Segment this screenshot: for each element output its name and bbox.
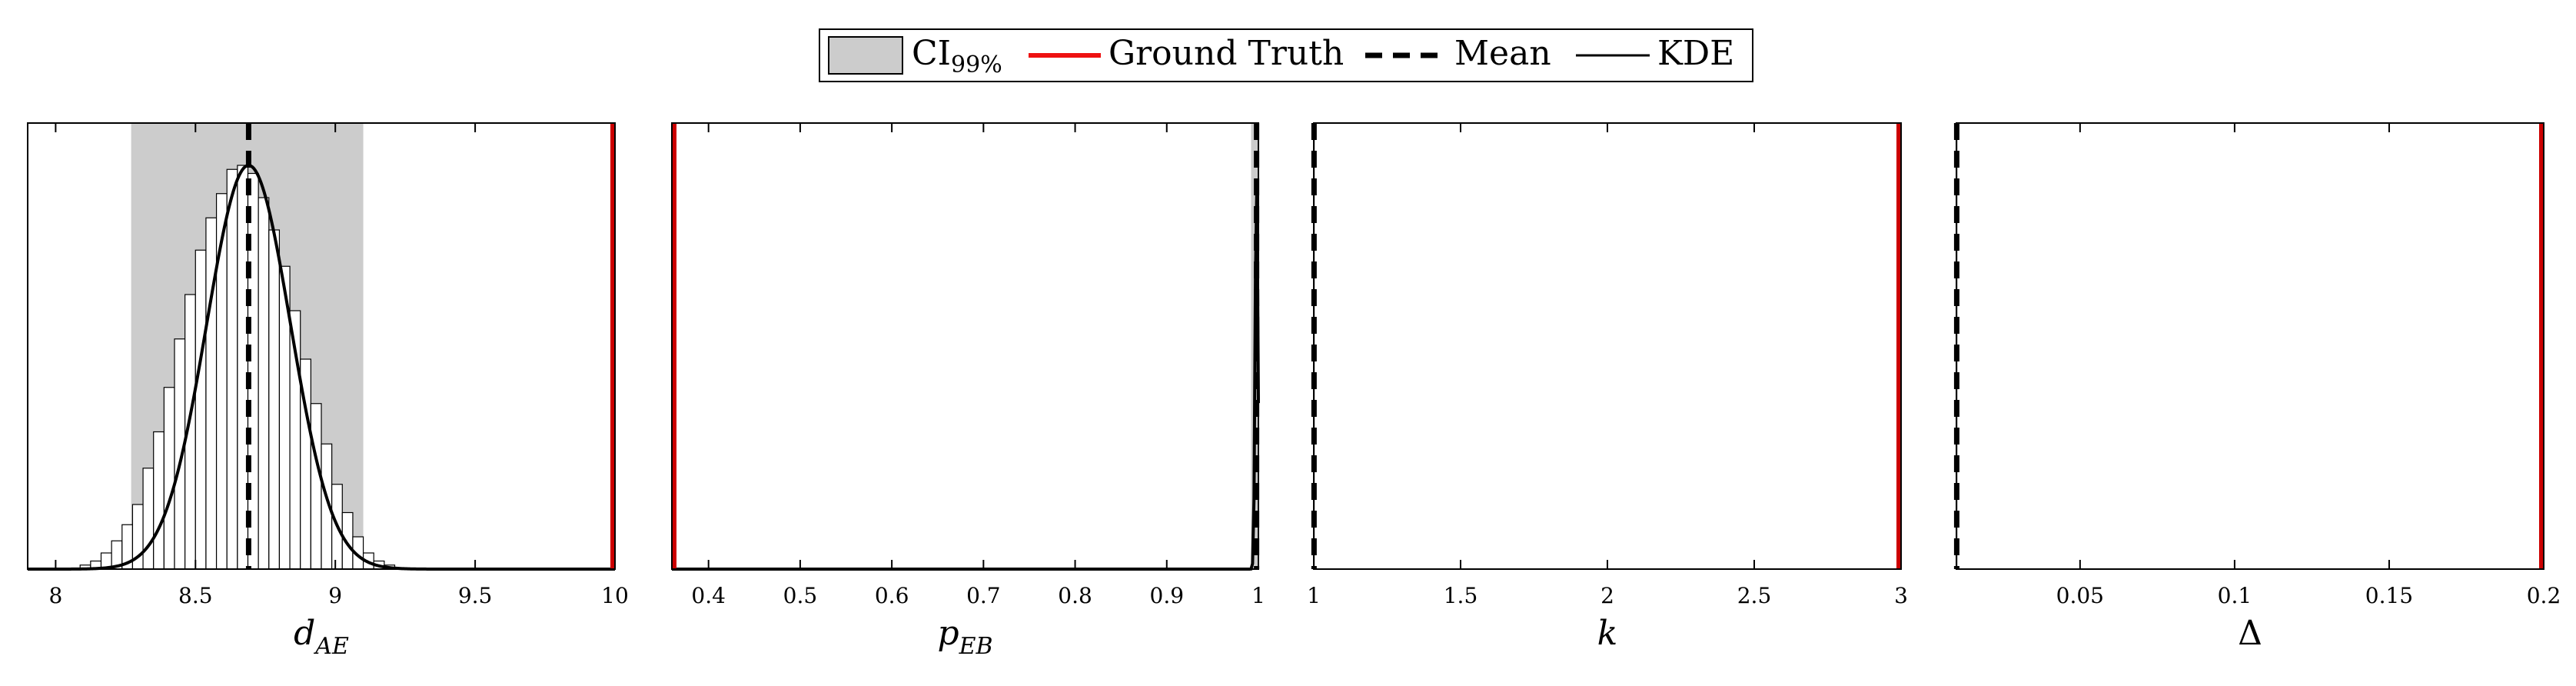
axes-box-k xyxy=(1313,122,1902,570)
x-tick-label: 0.7 xyxy=(966,583,1001,608)
axes-box-d-ae xyxy=(27,122,616,570)
x-tick-label: 0.15 xyxy=(2365,583,2413,608)
hist-bar xyxy=(142,468,155,570)
x-tick-label: 0.5 xyxy=(783,583,818,608)
x-axis-label-p-eb: pEB xyxy=(937,614,992,660)
x-axis-label-k: k xyxy=(1597,614,1618,653)
hist-bar xyxy=(163,387,175,570)
x-tick-label: 0.6 xyxy=(875,583,909,608)
x-tick-label: 9 xyxy=(328,583,342,608)
x-axis-label-delta: Δ xyxy=(2238,614,2262,653)
x-tick-label: 10 xyxy=(601,583,629,608)
legend: CI99% Ground Truth Mean KDE xyxy=(819,28,1753,82)
x-tick-label: 1 xyxy=(1251,583,1265,608)
hist-bar xyxy=(215,193,228,570)
x-tick-label: 2 xyxy=(1600,583,1614,608)
x-tick-label: 2.5 xyxy=(1737,583,1772,608)
axes-box-delta xyxy=(1956,122,2544,570)
panel-p-eb: 0.4 0.5 0.6 0.7 0.8 0.9 1 pEB xyxy=(671,122,1265,660)
hist-bar xyxy=(247,172,259,570)
x-axis-label-d-ae: dAE xyxy=(294,614,349,660)
hist-bar xyxy=(194,249,207,570)
x-tick-label: 3 xyxy=(1894,583,1908,608)
x-tick-label: 1.5 xyxy=(1444,583,1478,608)
hist-bar xyxy=(268,229,281,570)
x-tick-label: 0.4 xyxy=(691,583,726,608)
legend-kde-label: KDE xyxy=(1657,34,1734,73)
x-tick-label: 8.5 xyxy=(178,583,213,608)
axes-box-p-eb xyxy=(671,122,1259,570)
x-tick-label: 9.5 xyxy=(458,583,493,608)
x-tick-label: 0.1 xyxy=(2218,583,2252,608)
kde-curve-p-eb xyxy=(672,179,1260,571)
legend-ci-swatch xyxy=(828,36,903,75)
panel-delta: 0.05 0.1 0.15 0.2 Δ xyxy=(1953,122,2561,653)
hist-bar xyxy=(237,165,249,570)
x-tick-label: 0.8 xyxy=(1058,583,1092,608)
panel-d-ae: 8 8.5 9 9.5 10 dAE xyxy=(27,122,629,660)
legend-ci-label: CI99% xyxy=(912,34,1002,78)
legend-truth-label: Ground Truth xyxy=(1109,34,1344,73)
x-tick-label: 8 xyxy=(48,583,62,608)
hist-bar xyxy=(258,197,270,570)
panel-k: 1 1.5 2 2.5 3 k xyxy=(1307,122,1908,653)
x-tick-label: 0.05 xyxy=(2056,583,2104,608)
hist-bar xyxy=(226,168,238,570)
legend-mean-label: Mean xyxy=(1454,34,1551,73)
hist-bar xyxy=(153,431,165,570)
x-tick-label: 0.2 xyxy=(2527,583,2561,608)
x-tick-label: 0.9 xyxy=(1150,583,1185,608)
hist-bar xyxy=(310,403,322,570)
x-tick-label: 1 xyxy=(1307,583,1321,608)
